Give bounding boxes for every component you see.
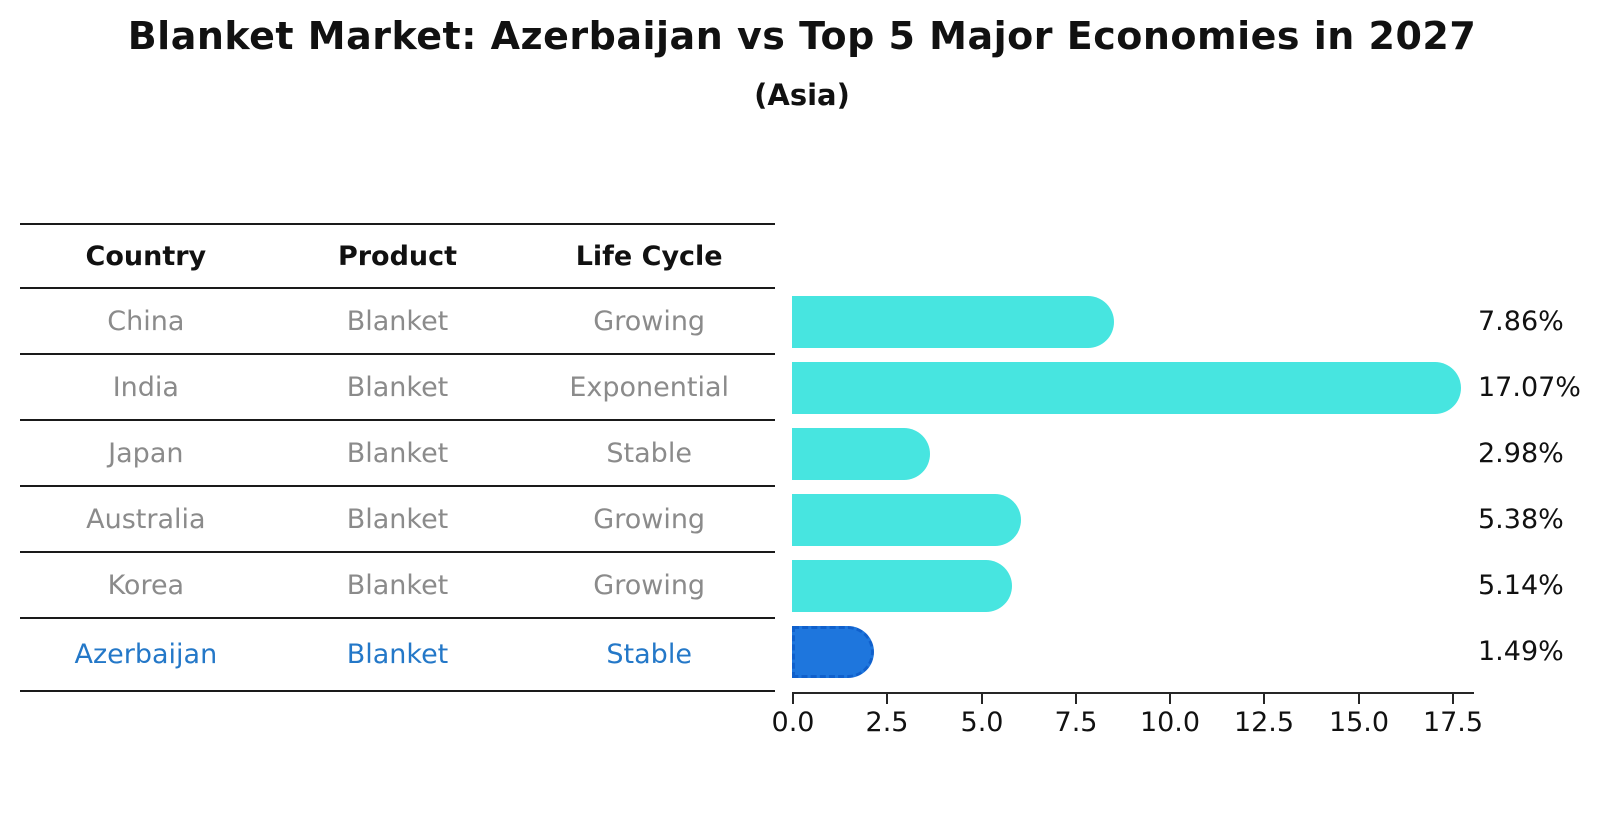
bar-korea bbox=[792, 560, 1012, 612]
x-tick-label: 17.5 bbox=[1422, 707, 1484, 738]
bar-australia bbox=[792, 494, 1021, 546]
x-tick-mark bbox=[1169, 692, 1171, 704]
table-row: Korea Blanket Growing bbox=[20, 553, 775, 619]
bar-japan bbox=[792, 428, 930, 480]
x-axis-line bbox=[792, 692, 1474, 694]
x-tick-mark bbox=[792, 692, 794, 704]
cell-life-cycle: Growing bbox=[593, 569, 706, 601]
cell-product: Blanket bbox=[346, 569, 449, 601]
x-tick-label: 10.0 bbox=[1139, 707, 1201, 738]
cell-product: Blanket bbox=[346, 503, 449, 535]
cell-life-cycle: Stable bbox=[606, 639, 692, 670]
value-label: 17.07% bbox=[1478, 372, 1581, 403]
x-tick-mark bbox=[1358, 692, 1360, 704]
chart-title: Blanket Market: Azerbaijan vs Top 5 Majo… bbox=[127, 14, 1477, 58]
cell-country: Australia bbox=[86, 503, 206, 535]
x-tick-mark bbox=[886, 692, 888, 704]
cell-life-cycle: Stable bbox=[606, 437, 692, 469]
value-label: 7.86% bbox=[1478, 306, 1564, 337]
x-tick-label: 0.0 bbox=[771, 707, 815, 738]
x-tick-label: 12.5 bbox=[1233, 707, 1295, 738]
cell-country: China bbox=[107, 305, 185, 337]
cell-country: Azerbaijan bbox=[74, 639, 218, 670]
cell-country: Korea bbox=[107, 569, 185, 601]
cell-life-cycle: Exponential bbox=[569, 371, 730, 403]
table-row: Australia Blanket Growing bbox=[20, 487, 775, 553]
x-tick-mark bbox=[1263, 692, 1265, 704]
bar-china bbox=[792, 296, 1114, 348]
value-label: 1.49% bbox=[1478, 636, 1564, 667]
table-row-highlight-azerbaijan: Azerbaijan Blanket Stable bbox=[20, 619, 775, 692]
value-label: 5.38% bbox=[1478, 504, 1564, 535]
cell-product: Blanket bbox=[346, 437, 449, 469]
cell-product: Blanket bbox=[346, 305, 449, 337]
table-header-row: Country Product Life Cycle bbox=[20, 223, 775, 289]
table-row: China Blanket Growing bbox=[20, 289, 775, 355]
table-row: Japan Blanket Stable bbox=[20, 421, 775, 487]
x-tick-mark bbox=[981, 692, 983, 704]
cell-product: Blanket bbox=[346, 639, 449, 670]
cell-country: Japan bbox=[108, 437, 184, 469]
value-label: 2.98% bbox=[1478, 438, 1564, 469]
cell-product: Blanket bbox=[346, 371, 449, 403]
column-header-country: Country bbox=[85, 240, 207, 272]
x-tick-label: 15.0 bbox=[1328, 707, 1390, 738]
x-tick-mark bbox=[1452, 692, 1454, 704]
bar-india bbox=[792, 362, 1461, 414]
x-tick-label: 7.5 bbox=[1054, 707, 1098, 738]
cell-life-cycle: Growing bbox=[593, 503, 706, 535]
x-tick-label: 5.0 bbox=[960, 707, 1004, 738]
x-tick-mark bbox=[1075, 692, 1077, 704]
column-header-life-cycle: Life Cycle bbox=[575, 240, 723, 272]
column-header-product: Product bbox=[337, 240, 458, 272]
value-label: 5.14% bbox=[1478, 570, 1564, 601]
chart-subtitle: (Asia) bbox=[754, 78, 850, 112]
x-tick-label: 2.5 bbox=[865, 707, 909, 738]
cell-life-cycle: Growing bbox=[593, 305, 706, 337]
table-row: India Blanket Exponential bbox=[20, 355, 775, 421]
country-table: Country Product Life Cycle China Blanket… bbox=[20, 223, 775, 692]
bar-azerbaijan bbox=[792, 626, 874, 678]
cell-country: India bbox=[112, 371, 179, 403]
